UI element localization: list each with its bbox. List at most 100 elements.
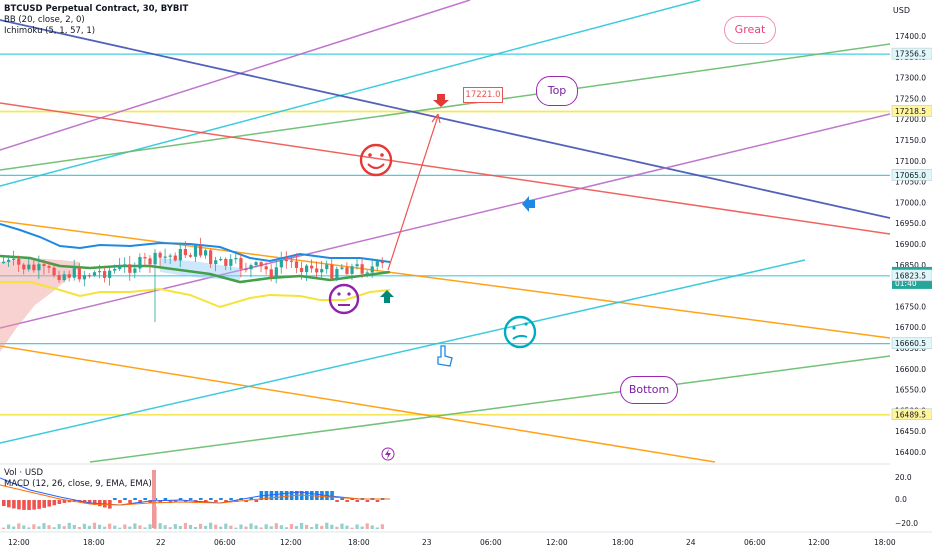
y-tick-7: 17050.0 [895, 178, 926, 187]
candle-body-15 [77, 268, 81, 280]
purple-channel-upper [0, 0, 471, 151]
candle-body-27 [138, 257, 142, 269]
volume-bar-35 [178, 526, 182, 529]
macd-line [0, 477, 390, 506]
orange-channel-lower [0, 345, 716, 463]
price-badge-2 [891, 169, 932, 181]
macd-hist-56 [284, 491, 289, 500]
volume-bar-21 [108, 523, 112, 529]
candle-body-49 [249, 265, 253, 270]
volume-bar-71 [360, 526, 364, 529]
macd-hist-68 [345, 500, 349, 502]
macd-hist-22 [113, 498, 117, 500]
symbol-title[interactable]: BTCUSD Perpetual Contract, 30, BYBIT [4, 4, 189, 14]
candle-body-21 [108, 270, 112, 278]
candle-body-38 [193, 245, 198, 257]
x-tick-10: 24 [686, 538, 696, 547]
green-channel-lower [89, 355, 891, 463]
note-great[interactable]: Great [724, 16, 776, 44]
macd-hist-54 [274, 491, 279, 500]
macd-hist-3 [17, 500, 21, 510]
volume-bar-70 [355, 524, 359, 529]
navy-trendline [0, 19, 891, 219]
neutral-face-eye-right [347, 292, 351, 296]
price-badge-text-5: 16660.5 [895, 339, 926, 348]
volume-bar-57 [289, 524, 294, 529]
macd-indicator-label[interactable]: MACD (12, 26, close, 9, EMA, EMA) [4, 479, 152, 489]
macd-hist-1 [7, 500, 11, 508]
volume-bar-42 [214, 524, 218, 529]
note-top-text: Top [547, 84, 567, 97]
macd-hist-70 [355, 500, 360, 502]
macd-hist-62 [315, 491, 319, 500]
candle-body-55 [279, 259, 283, 268]
macd-hist-24 [123, 498, 127, 500]
candle-body-64 [325, 264, 329, 270]
volume-bar-68 [345, 525, 349, 529]
volume-bar-50 [254, 525, 258, 529]
cyan-channel-lower [0, 259, 806, 444]
volume-bar-45 [229, 525, 233, 529]
volume-bar-25 [128, 526, 132, 529]
happy-face-eye-right [380, 153, 384, 157]
candle-body-68 [345, 267, 349, 274]
volume-bar-31 [158, 523, 162, 529]
target-price-label[interactable]: 17221.0 [463, 87, 503, 103]
candle-body-16 [82, 275, 86, 280]
candle-body-5 [27, 264, 31, 270]
volume-bar-6 [32, 524, 36, 529]
candle-body-18 [92, 272, 97, 276]
candle-body-70 [355, 264, 359, 267]
volume-bar-12 [62, 526, 66, 529]
macd-hist-37 [188, 498, 193, 500]
candle-body-69 [350, 266, 354, 274]
y-tick-9: 16950.0 [895, 219, 926, 228]
candle-body-35 [178, 249, 182, 261]
candle-body-48 [244, 268, 248, 271]
macd-hist-72 [365, 500, 370, 502]
volume-bar-43 [219, 526, 223, 529]
up-arrow-icon [380, 290, 394, 303]
volume-bar-28 [143, 527, 147, 529]
volume-bar-60 [305, 524, 309, 529]
volume-bar-44 [224, 523, 228, 529]
volume-bar-64 [325, 522, 329, 529]
price-badge-1 [891, 105, 932, 117]
volume-bar-23 [118, 527, 122, 529]
volume-indicator-label[interactable]: Vol · USD [4, 468, 43, 478]
x-tick-6: 23 [422, 538, 432, 547]
candle-body-7 [37, 264, 41, 271]
candle-body-25 [128, 264, 132, 273]
candle-body-20 [103, 271, 107, 278]
note-top[interactable]: Top [536, 76, 578, 106]
bb-indicator-label[interactable]: BB (20, close, 2, 0) [4, 15, 85, 25]
note-bottom[interactable]: Bottom [620, 376, 678, 404]
volume-bar-19 [97, 524, 102, 529]
macd-hist-33 [168, 500, 173, 503]
candle-body-33 [168, 255, 172, 257]
ichimoku-indicator-label[interactable]: Ichimoku (5, 1, 57, 1) [4, 26, 96, 36]
bb-upper-band [0, 223, 391, 263]
ichimoku-cloud-bear [0, 258, 80, 352]
neutral-face-icon [328, 283, 360, 315]
volume-bar-29 [148, 524, 152, 529]
candle-body-34 [173, 255, 177, 261]
volume-bar-15 [77, 526, 81, 529]
candle-body-61 [310, 265, 314, 269]
orange-channel-upper [0, 220, 891, 339]
candle-body-72 [365, 272, 369, 274]
volume-bar-17 [87, 525, 92, 529]
volume-bar-18 [92, 522, 97, 529]
volume-bar-56 [284, 527, 288, 529]
note-great-text: Great [734, 23, 766, 36]
candle-body-9 [47, 266, 51, 268]
macd-tick-0: 20.0 [895, 473, 912, 482]
volume-bar-52 [264, 524, 268, 529]
candle-body-13 [67, 274, 71, 278]
macd-hist-28 [143, 498, 147, 500]
price-badge-text-4: 16823.5 [895, 271, 926, 280]
volume-bar-3 [17, 523, 21, 529]
projection-arrow [387, 115, 439, 271]
price-badge-5 [891, 337, 932, 349]
